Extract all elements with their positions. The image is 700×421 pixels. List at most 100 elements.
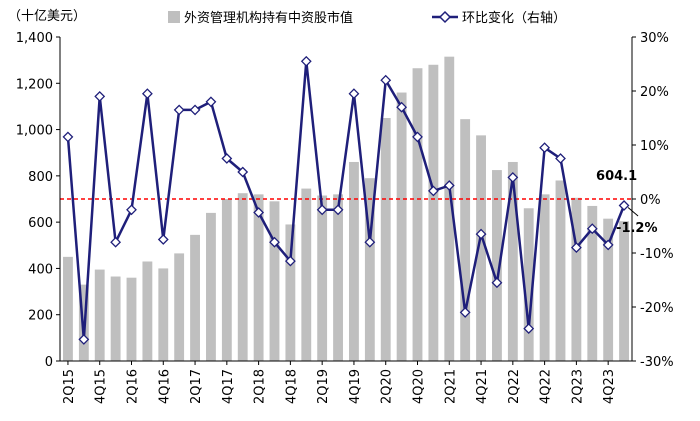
x-tick-label: 2Q15: [62, 369, 77, 404]
bar: [587, 205, 598, 361]
line-marker: [364, 236, 376, 248]
x-tick-label: 2Q18: [253, 369, 268, 404]
left-tick-label: 1,400: [16, 31, 53, 46]
bar: [142, 261, 153, 361]
bar: [619, 221, 629, 361]
left-tick-label: 1,000: [16, 124, 53, 139]
bar: [301, 188, 312, 361]
right-tick-label: -20%: [640, 301, 674, 316]
line-marker: [475, 228, 487, 240]
x-axis: 2Q15 4Q15 2Q16 4Q16 2Q17 4Q17 2Q18 4Q18 2Q19 4Q19…: [60, 360, 632, 404]
x-tick-label: 4Q23: [602, 369, 617, 404]
line-marker: [300, 55, 312, 67]
bar: [492, 170, 502, 361]
line-marker: [221, 153, 233, 164]
line-marker: [110, 236, 122, 248]
line-marker: [459, 306, 471, 318]
bar: [523, 208, 534, 361]
right-tick-label: -30%: [640, 355, 674, 370]
left-tick-label: 1,200: [16, 77, 53, 92]
bar: [94, 269, 105, 361]
bar: [206, 212, 216, 361]
line-marker: [586, 223, 598, 235]
line-marker: [141, 88, 153, 100]
line-marker: [316, 204, 328, 216]
line-marker: [157, 234, 169, 245]
line-marker: [348, 88, 360, 100]
line-marker: [126, 204, 137, 216]
right-axis: -30% -20% -10% 0% 10% 20% 30%: [631, 31, 674, 370]
right-tick-label: 20%: [640, 85, 669, 100]
bar: [158, 268, 169, 361]
bar: [237, 193, 248, 361]
x-tick-label: 2Q23: [570, 369, 585, 404]
bar: [126, 277, 137, 361]
x-tick-label: 4Q18: [284, 369, 299, 404]
bar: [571, 197, 582, 361]
legend: 外资管理机构持有中资股市值 环比变化（右轴）: [168, 10, 566, 26]
bar: [476, 135, 486, 361]
x-tick-label: 2Q20: [380, 369, 395, 404]
line-marker: [284, 255, 296, 267]
line-marker: [237, 166, 249, 178]
line-marker: [94, 90, 106, 102]
bar: [269, 201, 280, 361]
line-marker: [78, 333, 90, 345]
x-tick-label: 2Q16: [126, 369, 141, 404]
line-marker: [491, 277, 503, 289]
x-tick-label: 4Q17: [221, 369, 236, 404]
bar: [285, 224, 296, 361]
annotation-line-value: -1.2%: [616, 221, 657, 236]
x-tick-label: 2Q19: [316, 369, 331, 404]
line-marker: [332, 204, 344, 216]
x-tick-label: 4Q22: [539, 369, 554, 404]
legend-bar-swatch: [168, 11, 180, 23]
line-marker: [523, 323, 535, 335]
x-tick-label: 2Q21: [443, 369, 458, 404]
left-tick-label: 0: [45, 355, 53, 370]
right-tick-label: 0%: [640, 193, 661, 208]
line-marker: [253, 207, 265, 218]
x-tick-label: 4Q15: [94, 369, 109, 404]
line-marker: [62, 131, 74, 143]
bar: [460, 119, 471, 361]
right-tick-label: -10%: [640, 247, 674, 262]
bar: [317, 195, 328, 361]
series-line: [66, 60, 626, 341]
line-marker: [380, 74, 392, 86]
x-tick-label: 4Q21: [475, 369, 490, 404]
line-marker: [602, 239, 614, 251]
legend-line-label: 环比变化（右轴）: [462, 10, 566, 26]
x-tick-label: 2Q22: [507, 369, 522, 404]
line-marker: [618, 200, 630, 211]
left-tick-label: 600: [28, 216, 53, 231]
line-marker: [412, 131, 423, 143]
line-marker: [173, 104, 185, 116]
x-tick-label: 4Q20: [412, 369, 427, 404]
bar: [221, 199, 232, 361]
bar: [349, 161, 359, 361]
bar: [412, 68, 423, 362]
bar: [253, 194, 264, 361]
bar: [110, 276, 121, 361]
legend-bar-label: 外资管理机构持有中资股市值: [184, 10, 353, 26]
line-marker: [539, 142, 551, 154]
bar: [380, 118, 391, 361]
bar: [555, 180, 566, 361]
x-tick-label: 4Q19: [348, 369, 363, 404]
bar: [63, 256, 73, 361]
left-axis: 0 200 400 600 800 1,000 1,200 1,400: [16, 31, 61, 370]
left-tick-label: 800: [28, 170, 53, 185]
bar: [428, 64, 439, 362]
line-marker: [570, 242, 582, 254]
line-marker: [555, 153, 566, 164]
line-marker: [205, 96, 217, 108]
bar: [603, 218, 614, 361]
bar: [364, 178, 375, 361]
line-marker: [396, 101, 408, 113]
x-tick-label: 4Q16: [157, 369, 172, 404]
left-axis-unit-label: （十亿美元）: [8, 9, 86, 24]
line-marker: [269, 236, 280, 248]
line-marker: [427, 185, 439, 197]
